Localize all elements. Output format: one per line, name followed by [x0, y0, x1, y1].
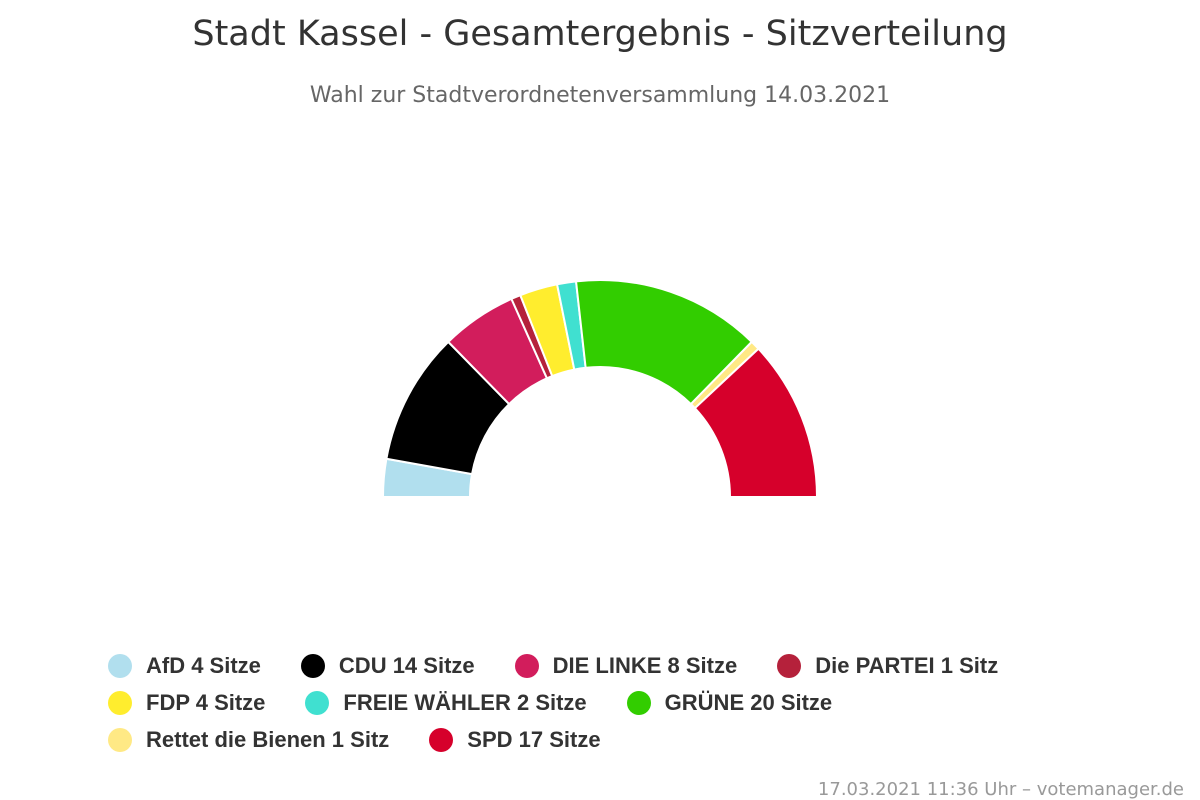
legend-item[interactable]: DIE LINKE 8 Sitze [514, 652, 738, 680]
footer-credit: 17.03.2021 11:36 Uhr – votemanager.de [817, 779, 1184, 800]
legend-item[interactable]: GRÜNE 20 Sitze [626, 689, 833, 717]
legend: AfD 4 Sitze CDU 14 Sitze DIE LINKE 8 Sitze… [108, 652, 1188, 754]
legend-item[interactable]: FDP 4 Sitze [108, 689, 265, 717]
legend-marker-icon [300, 654, 325, 678]
legend-label: GRÜNE 20 Sitze [664, 690, 833, 715]
legend-label: FREIE WÄHLER 2 Sitze [343, 690, 587, 715]
legend-marker-icon [108, 654, 132, 678]
legend-marker-icon [108, 691, 132, 715]
legend-marker-icon [626, 691, 651, 715]
legend-label: DIE LINKE 8 Sitze [552, 653, 738, 678]
legend-item[interactable]: AfD 4 Sitze [108, 652, 261, 680]
chart-subtitle: Wahl zur Stadtverordnetenversammlung 14.… [309, 83, 891, 108]
legend-marker-icon [108, 728, 132, 752]
legend-item[interactable]: CDU 14 Sitze [300, 652, 475, 680]
legend-marker-icon [514, 654, 539, 678]
legend-item[interactable]: FREIE WÄHLER 2 Sitze [305, 689, 587, 717]
legend-item[interactable]: SPD 17 Sitze [429, 726, 601, 754]
legend-label: AfD 4 Sitze [146, 653, 261, 678]
chart-title: Stadt Kassel - Gesamtergebnis - Sitzvert… [192, 14, 1008, 54]
legend-label: Die PARTEI 1 Sitz [815, 653, 999, 678]
legend-label: FDP 4 Sitze [146, 690, 266, 715]
seat-segment-spd[interactable] [693, 347, 819, 498]
legend-label: SPD 17 Sitze [467, 727, 601, 752]
legend-row: FDP 4 Sitze FREIE WÄHLER 2 Sitze GRÜNE 20 … [108, 689, 1188, 717]
legend-row: Rettet die Bienen 1 Sitz SPD 17 Sitze [108, 726, 1188, 754]
legend-marker-icon [777, 654, 802, 678]
legend-item[interactable]: Die PARTEI 1 Sitz [777, 652, 998, 680]
legend-label: CDU 14 Sitze [338, 653, 475, 678]
legend-item[interactable]: Rettet die Bienen 1 Sitz [108, 726, 389, 754]
legend-row: AfD 4 Sitze CDU 14 Sitze DIE LINKE 8 Sitze… [108, 652, 1188, 680]
legend-label: Rettet die Bienen 1 Sitz [146, 727, 390, 752]
legend-marker-icon [305, 691, 330, 715]
legend-marker-icon [429, 728, 454, 752]
